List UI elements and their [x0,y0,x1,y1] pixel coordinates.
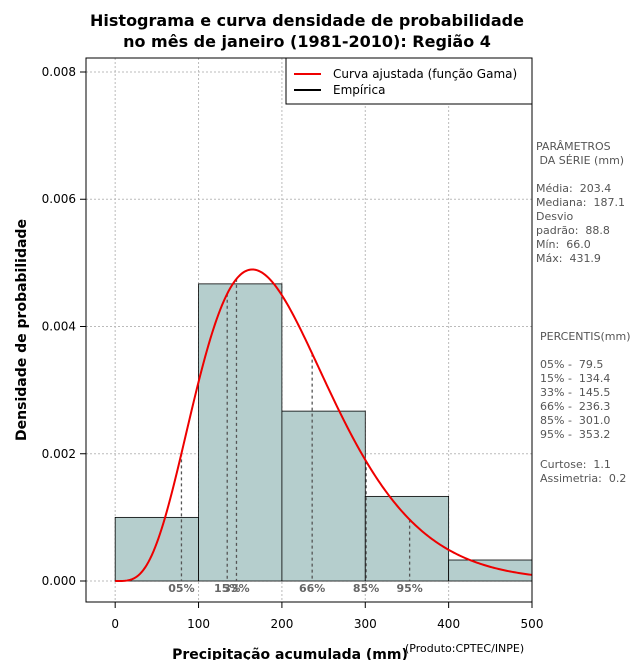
histogram-bars [114,283,533,582]
legend-curve-label: Curva ajustada (função Gama) [333,67,517,81]
y-tick-label-3: 0.006 [42,192,76,206]
fitted-gamma-curve [115,268,533,582]
fitted-curve-layer [115,268,533,582]
shape-statistics-panel: Curtose: 1.1 Assimetria: 0.2 [540,458,627,485]
x-tick-label-3: 300 [354,617,377,631]
percentile-label-0: 05% [168,582,194,595]
histogram-bar-1 [198,283,283,582]
x-tick-label-4: 400 [437,617,460,631]
percentile-label-2: 33% [223,582,249,595]
y-tick-label-0: 0.000 [42,574,76,588]
credit-label: (Produto:CPTEC/INPE) [405,642,524,655]
histogram-bar-2 [281,410,366,582]
percentile-markers: 05% 15%33% 66% 85% 95% [168,278,423,595]
y-axis-label: Densidade de probabilidade [14,219,30,441]
y-tick-label-1: 0.002 [42,447,76,461]
x-axis-label: Precipitação acumulada (mm) [172,647,408,660]
histogram-bar-4 [448,559,533,582]
chart-title-line-1: Histograma e curva densidade de probabil… [90,11,524,30]
x-tick-label-0: 0 [111,617,119,631]
legend-box [285,57,533,105]
percentile-label-3: 66% [299,582,325,595]
series-parameters-panel: PARÂMETROS DA SÉRIE (mm) Média: 203.4 Me… [536,140,625,265]
x-tick-label-5: 500 [521,617,544,631]
legend: Curva ajustada (função Gama) Empírica [285,57,533,105]
x-tick-label-1: 100 [187,617,210,631]
y-tick-label-2: 0.004 [42,320,76,334]
chart-title-line-2: no mês de janeiro (1981-2010): Região 4 [123,32,491,51]
percentiles-panel: PERCENTIS(mm) 05% - 79.5 15% - 134.4 33%… [540,330,631,441]
legend-empirical-label: Empírica [333,83,385,97]
histogram-bar-3 [364,495,450,582]
y-tick-label-4: 0.008 [42,65,76,79]
axes: 0 100 200 300 400 500 0.000 0.002 0.004 0.006 0.00… [42,65,544,631]
percentile-label-4: 85% [353,582,379,595]
percentile-label-1: 15% [214,582,240,595]
histogram-bar-0 [114,516,199,582]
percentile-label-5: 95% [396,582,422,595]
x-tick-label-2: 200 [270,617,293,631]
